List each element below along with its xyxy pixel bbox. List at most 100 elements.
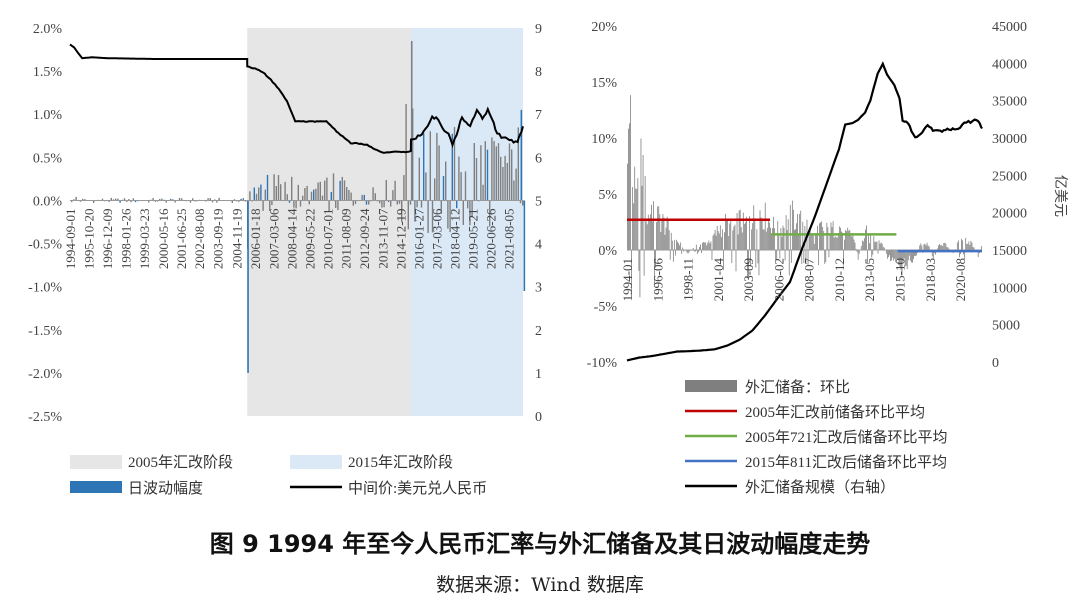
reserve-mom-bar [931, 250, 933, 257]
reserve-mom-bar [811, 233, 813, 250]
reserve-mom-bar [938, 245, 939, 250]
reserve-mom-bar [897, 250, 899, 260]
left-x-tick-label: 2001-06-25 [174, 208, 189, 269]
reserve-mom-bar [940, 245, 942, 250]
reserve-mom-bar [630, 95, 631, 251]
reserve-mom-bar [720, 237, 722, 250]
fluctuation-bar [310, 191, 313, 201]
fluctuation-bar [172, 199, 174, 201]
fluctuation-bar [508, 143, 511, 201]
reserve-mom-bar [743, 223, 745, 250]
reserve-mom-bar [672, 250, 674, 262]
legend-label-avg-post-2015: 2015年811汇改后储备环比平均 [745, 454, 947, 471]
fluctuation-bar-2022 [523, 200, 526, 291]
reserve-mom-bar [740, 227, 742, 250]
fluctuation-bar [409, 200, 412, 205]
reserve-mom-bar [694, 250, 696, 252]
reserve-mom-bar [645, 221, 647, 250]
fluctuation-bar [348, 189, 350, 201]
reserve-mom-bar [804, 226, 806, 250]
reserve-mom-bar [801, 250, 803, 265]
usd-cny-central-parity-line [69, 43, 524, 154]
reserve-mom-bar [649, 214, 651, 250]
left-y-tick-label: 0.5% [33, 151, 63, 166]
reserve-mom-bar [702, 242, 703, 250]
reserve-mom-bar [737, 234, 739, 250]
fluctuation-bar [174, 200, 176, 203]
fluctuation-bar [101, 198, 104, 201]
reserve-mom-bar [857, 250, 859, 260]
fluctuation-bar [128, 199, 130, 201]
reserve-mom-bar [746, 216, 747, 250]
fluctuation-bar [148, 200, 150, 203]
reserve-mom-bar [660, 231, 662, 250]
right-x-tick-label: 2001-04 [711, 258, 726, 302]
fluctuation-bar-2015-reform [410, 40, 413, 201]
fluctuation-bar [343, 180, 346, 201]
left-y-tick-label: -1.5% [28, 324, 62, 339]
left-x-tick-label: 2002-08-08 [192, 208, 207, 269]
reserve-mom-bar [889, 250, 890, 256]
fluctuation-bar [302, 195, 304, 201]
daily-fluctuation-bars [71, 40, 526, 373]
fluctuation-bar [495, 146, 497, 201]
reserve-mom-bar [628, 128, 629, 250]
reserve-mom-bar [712, 235, 714, 250]
legend-label-2005-region: 2005年汇改阶段 [128, 454, 233, 471]
fluctuation-bar [211, 200, 214, 203]
reserve-mom-bar [736, 212, 738, 250]
fluctuation-bar [271, 200, 273, 206]
reserve-mom-bar [638, 250, 640, 271]
right-y-tick-label: 15% [591, 76, 617, 91]
reserve-mom-bar [971, 242, 973, 250]
reserve-mom-bar [634, 166, 636, 250]
fluctuation-bar [401, 200, 403, 223]
reserve-mom-bar [818, 250, 819, 265]
fluctuation-bar [460, 172, 462, 201]
reserve-mom-bar [774, 228, 776, 250]
reserve-mom-bar [775, 250, 777, 260]
reserve-mom-bar [646, 224, 648, 250]
reserve-mom-bar [866, 225, 867, 250]
reserve-mom-bar [643, 250, 645, 276]
reserve-mom-bar [642, 155, 644, 250]
reserve-mom-bar [836, 237, 838, 250]
reserve-mom-bar [959, 250, 960, 258]
reserve-mom-bar [815, 233, 817, 250]
fluctuation-bar [418, 157, 420, 201]
fluctuation-bar [387, 200, 390, 202]
reserve-mom-bar [957, 240, 959, 250]
fluctuation-bar [284, 181, 286, 201]
legend-label-2015-region: 2015年汇改阶段 [348, 454, 453, 471]
reserve-mom-bar [647, 214, 649, 250]
fluctuation-bar [335, 200, 337, 208]
left-x-tick-label: 2017-03-06 [429, 208, 444, 269]
reserve-mom-bar [680, 242, 682, 250]
right-chart: 20% 15% 10% 5% 0% -5% -10% 45000 40000 35000 30000… [587, 20, 1068, 371]
reserve-mom-bar [657, 206, 659, 250]
fluctuation-bar [297, 184, 299, 201]
right-y2-tick-label: 35000 [992, 95, 1027, 110]
reserve-mom-bar [693, 250, 695, 252]
reserve-mom-bar [870, 233, 872, 250]
fluctuation-bar [458, 156, 460, 201]
fluctuation-bar [117, 198, 119, 201]
reserve-mom-bar [841, 231, 842, 250]
reserve-mom-bar [977, 250, 979, 258]
reserve-mom-bar [847, 227, 849, 250]
reserve-mom-bar [925, 245, 927, 250]
reserve-mom-bar [968, 241, 970, 250]
reserve-mom-bar [962, 240, 963, 250]
reserve-mom-bar [896, 250, 898, 260]
reserve-mom-bar [664, 234, 666, 250]
fluctuation-bar [385, 180, 387, 201]
fluctuation-bar [416, 200, 418, 208]
figure-caption: 图 9 1994 年至今人民币汇率与外汇储备及其日波动幅度走势 [209, 530, 871, 558]
reserve-mom-bar [706, 245, 708, 250]
reserve-mom-bar [828, 250, 830, 258]
reserve-mom-bar [758, 250, 760, 276]
fluctuation-bar [194, 200, 196, 202]
reserve-mom-bar [868, 233, 869, 250]
fluctuation-bar [467, 200, 469, 209]
